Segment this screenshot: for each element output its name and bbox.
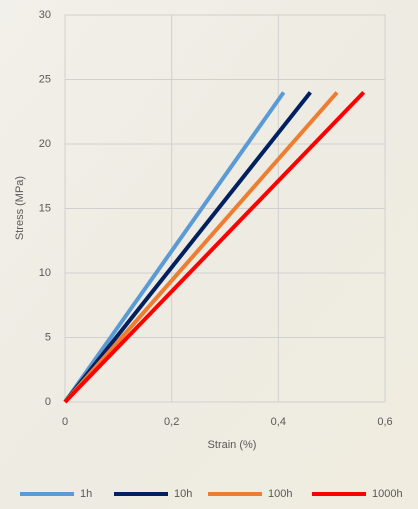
x-tick-label: 0,4 bbox=[271, 416, 286, 428]
y-axis-label: Stress (MPa) bbox=[14, 176, 26, 240]
y-tick-label: 30 bbox=[39, 9, 51, 21]
y-tick-label: 20 bbox=[39, 138, 51, 150]
x-tick-label: 0,6 bbox=[377, 416, 392, 428]
legend-label: 10h bbox=[174, 488, 192, 500]
y-tick-label: 15 bbox=[39, 202, 51, 214]
x-tick-label: 0,2 bbox=[164, 416, 179, 428]
x-axis-label: Strain (%) bbox=[208, 439, 257, 451]
legend-label: 1000h bbox=[372, 488, 403, 500]
y-tick-label: 5 bbox=[45, 331, 51, 343]
y-tick-label: 0 bbox=[45, 396, 51, 408]
legend-label: 1h bbox=[80, 488, 92, 500]
y-tick-label: 25 bbox=[39, 73, 51, 85]
legend-label: 100h bbox=[268, 488, 292, 500]
x-tick-label: 0 bbox=[62, 416, 68, 428]
y-tick-label: 10 bbox=[39, 267, 51, 279]
chart: Strain (%) Stress (MPa) 0 5 10 15 20 25 30 0 0,2… bbox=[0, 0, 418, 509]
